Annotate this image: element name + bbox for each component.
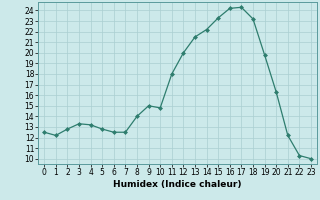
X-axis label: Humidex (Indice chaleur): Humidex (Indice chaleur) (113, 180, 242, 189)
